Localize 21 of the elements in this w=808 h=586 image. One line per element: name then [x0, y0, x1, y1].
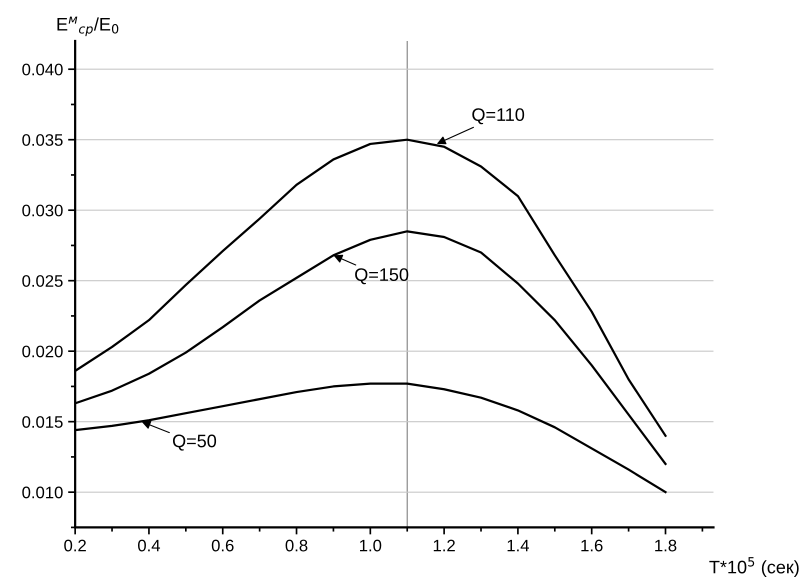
y-tick-label: 0.040 [22, 64, 63, 76]
x-tick-label: 0.6 [212, 540, 234, 552]
y-axis-title: E$^{м}$$_{ср}$/E$_{0}$ [57, 16, 118, 36]
x-tick-label: 0.4 [138, 540, 160, 552]
x-axis-title: T*10$^{5}$ (сек) [709, 557, 799, 578]
x-tick-label: 0.8 [286, 540, 308, 552]
x-tick-label: 1.6 [581, 540, 603, 552]
x-tick-label: 1.8 [655, 540, 676, 552]
annotation: Q=150 [355, 268, 408, 284]
y-tick-label: 0.030 [22, 204, 63, 216]
x-tick-label: 1.4 [508, 540, 530, 552]
x-tick-label: 1.2 [434, 540, 455, 552]
y-tick-label: 0.020 [22, 346, 63, 358]
y-tick-label: 0.010 [22, 486, 63, 498]
annotation: Q=110 [472, 108, 524, 124]
x-tick-label: 0.2 [64, 540, 86, 552]
y-tick-label: 0.025 [22, 275, 63, 287]
annotation: Q=50 [172, 434, 216, 451]
y-tick-label: 0.035 [22, 134, 63, 146]
x-tick-label: 1.0 [360, 540, 382, 552]
y-tick-label: 0.015 [22, 416, 63, 428]
